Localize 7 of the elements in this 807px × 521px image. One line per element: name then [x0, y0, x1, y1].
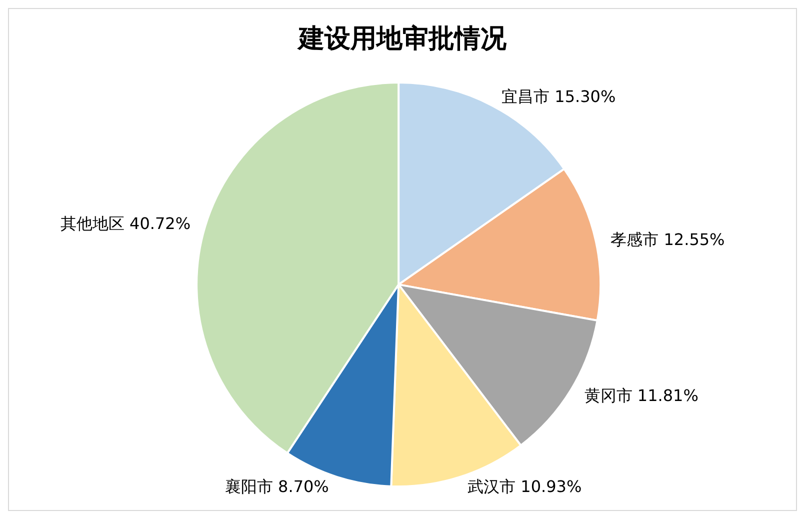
chart-title: 建设用地审批情况	[296, 24, 508, 54]
slice-label: 武汉市 10.93%	[468, 477, 582, 496]
slice-label: 其他地区 40.72%	[60, 214, 191, 234]
slice-label: 宜昌市 15.30%	[502, 87, 616, 106]
slice-label: 襄阳市 8.70%	[224, 476, 329, 496]
slice-label: 孝感市 12.55%	[610, 230, 725, 249]
slice-label: 黄冈市 11.81%	[584, 386, 698, 405]
